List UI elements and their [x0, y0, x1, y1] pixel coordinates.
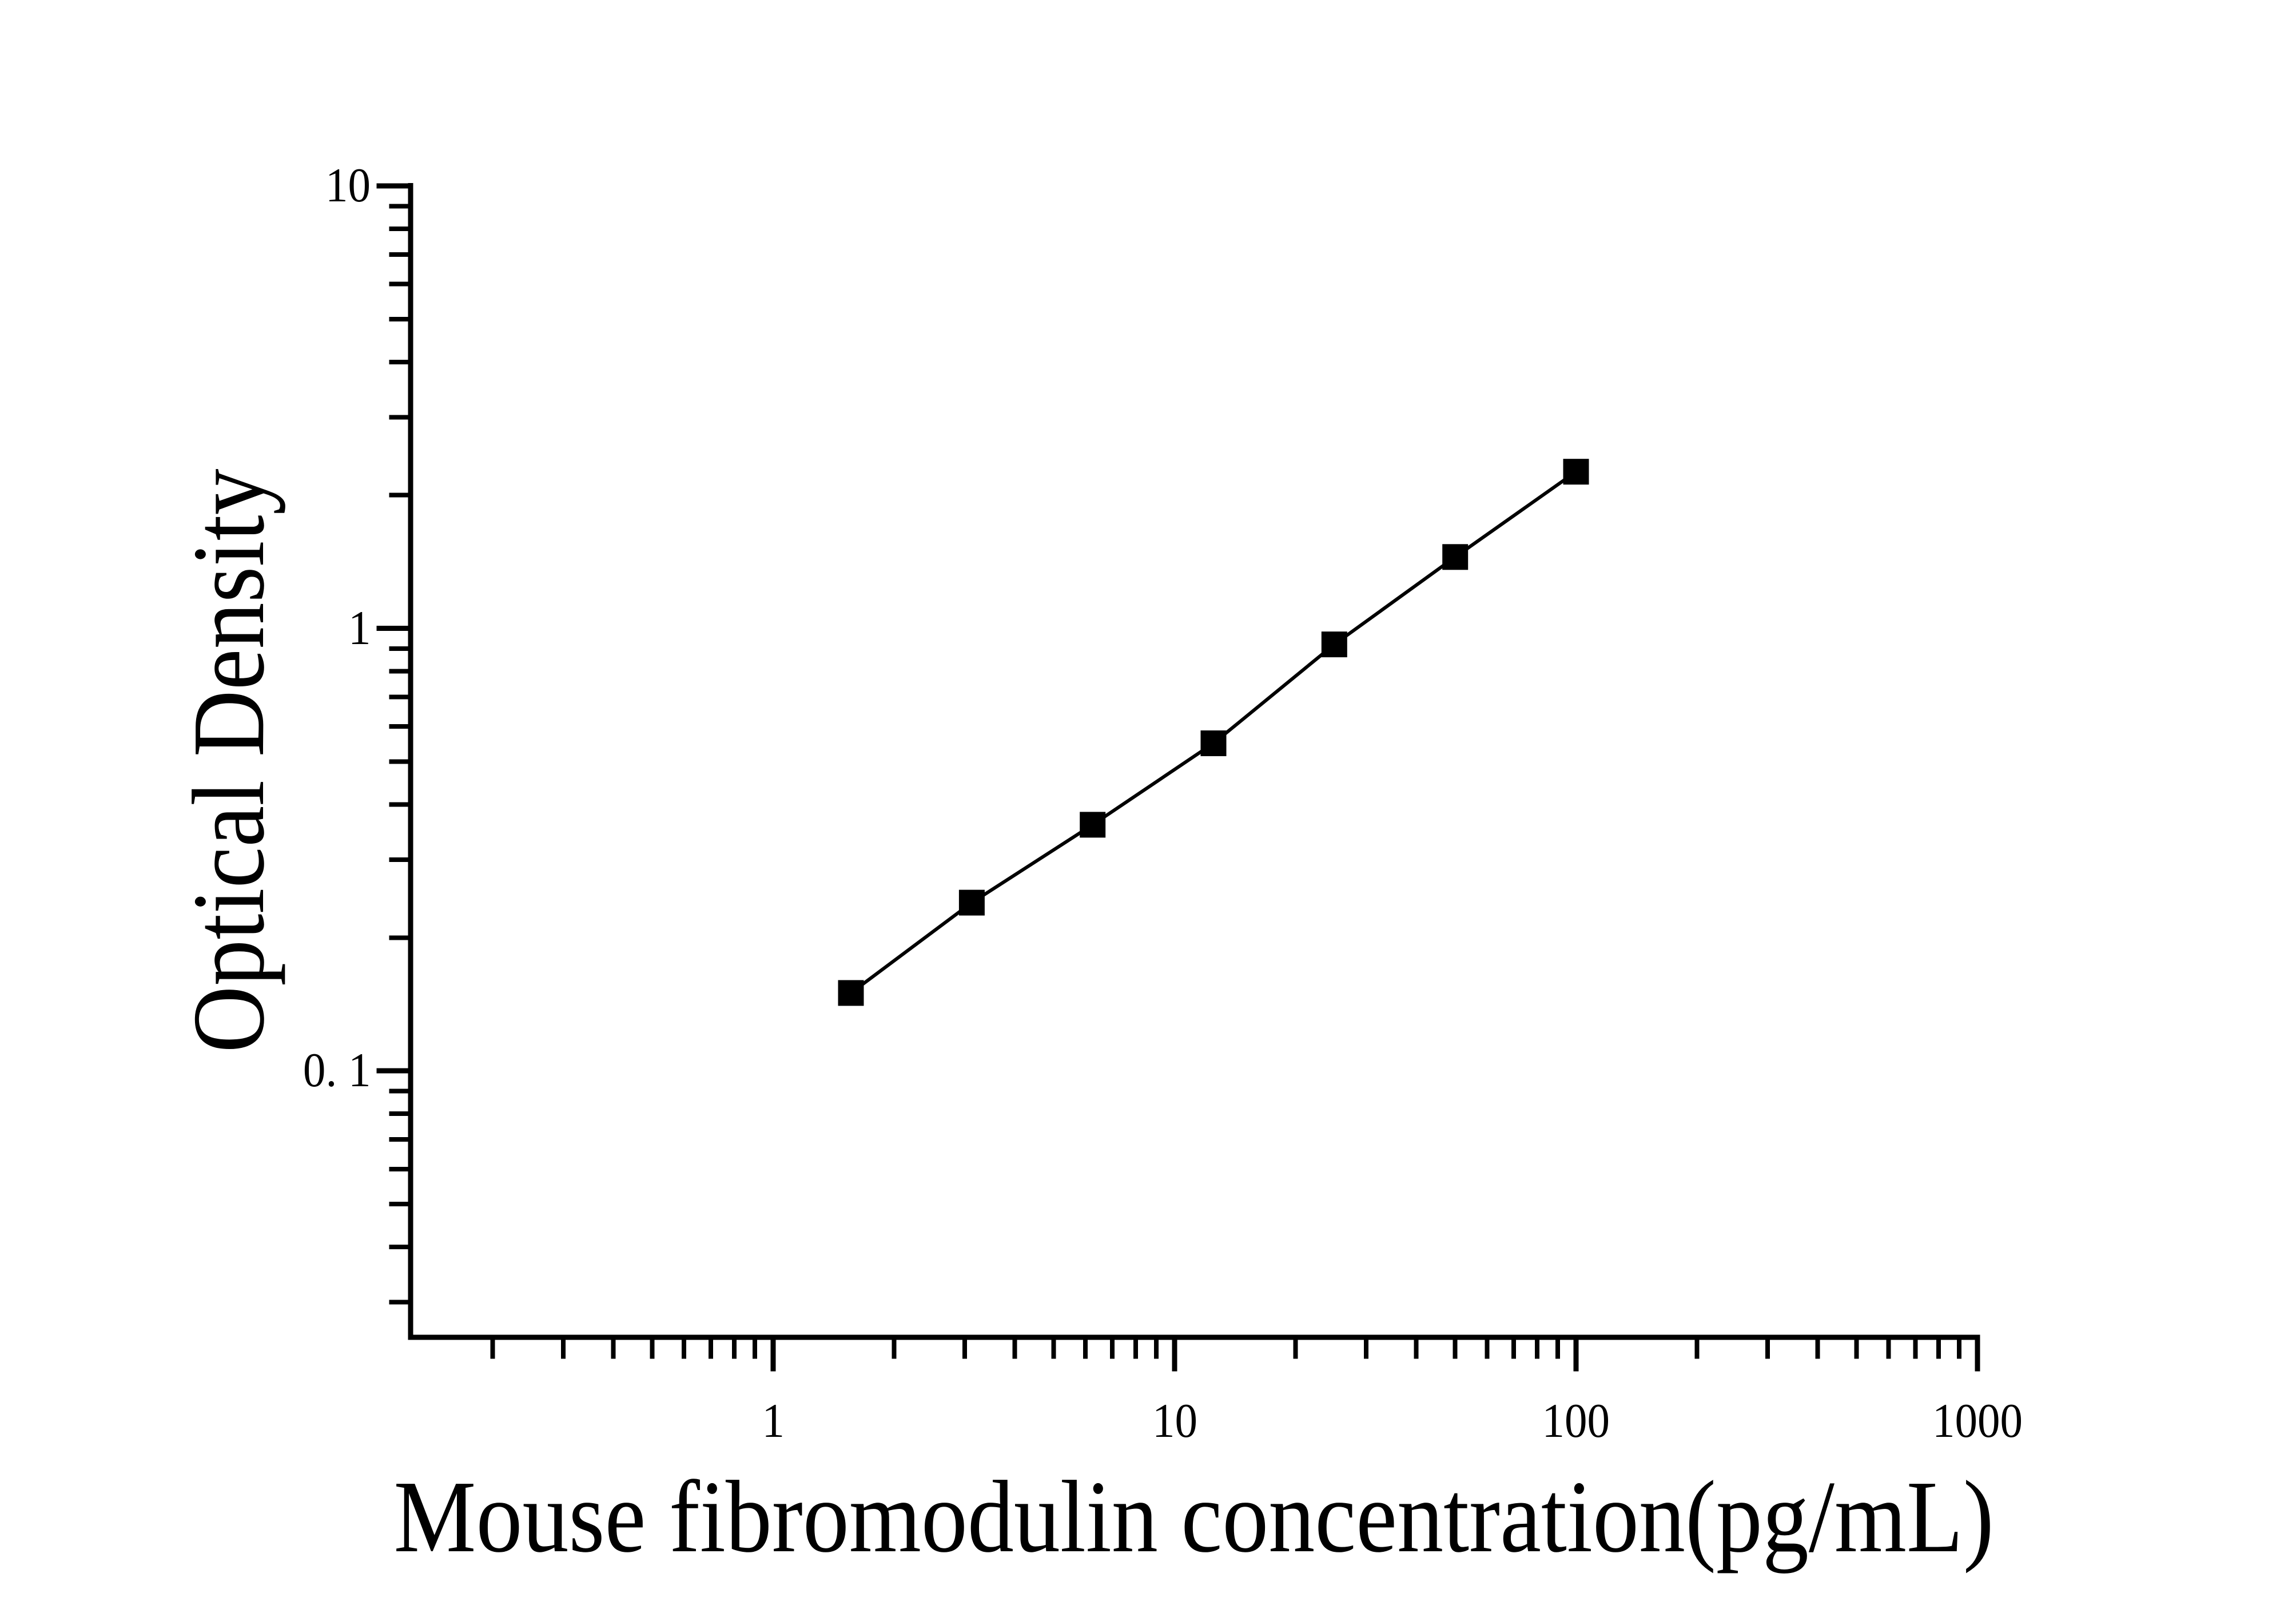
- data-point-marker: [958, 889, 985, 916]
- y-tick-label: 0. 1: [85, 1046, 371, 1095]
- data-point-marker: [1200, 730, 1227, 756]
- data-point-marker: [1563, 459, 1589, 485]
- y-tick-label: 1: [85, 604, 371, 653]
- data-point-marker: [1442, 544, 1469, 570]
- data-point-marker: [1080, 812, 1106, 838]
- x-tick-label-text: 100: [1542, 1394, 1610, 1448]
- y-axis-title: Optical Density: [172, 436, 285, 1086]
- x-tick-label-text: 1000: [1932, 1394, 2023, 1448]
- y-tick-label-text: 0. 1: [303, 1043, 371, 1097]
- x-tick-label: 1: [659, 1397, 888, 1445]
- x-tick-label: 100: [1462, 1397, 1690, 1445]
- x-tick-label: 1000: [1863, 1397, 2092, 1445]
- x-tick-label-text: 1: [762, 1394, 785, 1448]
- x-tick-label-text: 10: [1152, 1394, 1197, 1448]
- x-axis-title-text: Mouse fibromodulin concentration(pg/mL): [393, 1460, 1995, 1574]
- data-point-marker: [838, 980, 864, 1006]
- y-tick-label-text: 10: [325, 158, 371, 212]
- y-tick-label-text: 1: [348, 601, 371, 655]
- data-point-marker: [1321, 631, 1347, 658]
- y-axis-title-text: Optical Density: [172, 468, 285, 1053]
- y-tick-label: 10: [85, 161, 371, 210]
- x-axis-title: Mouse fibromodulin concentration(pg/mL): [108, 1465, 2281, 1568]
- x-tick-label: 10: [1060, 1397, 1289, 1445]
